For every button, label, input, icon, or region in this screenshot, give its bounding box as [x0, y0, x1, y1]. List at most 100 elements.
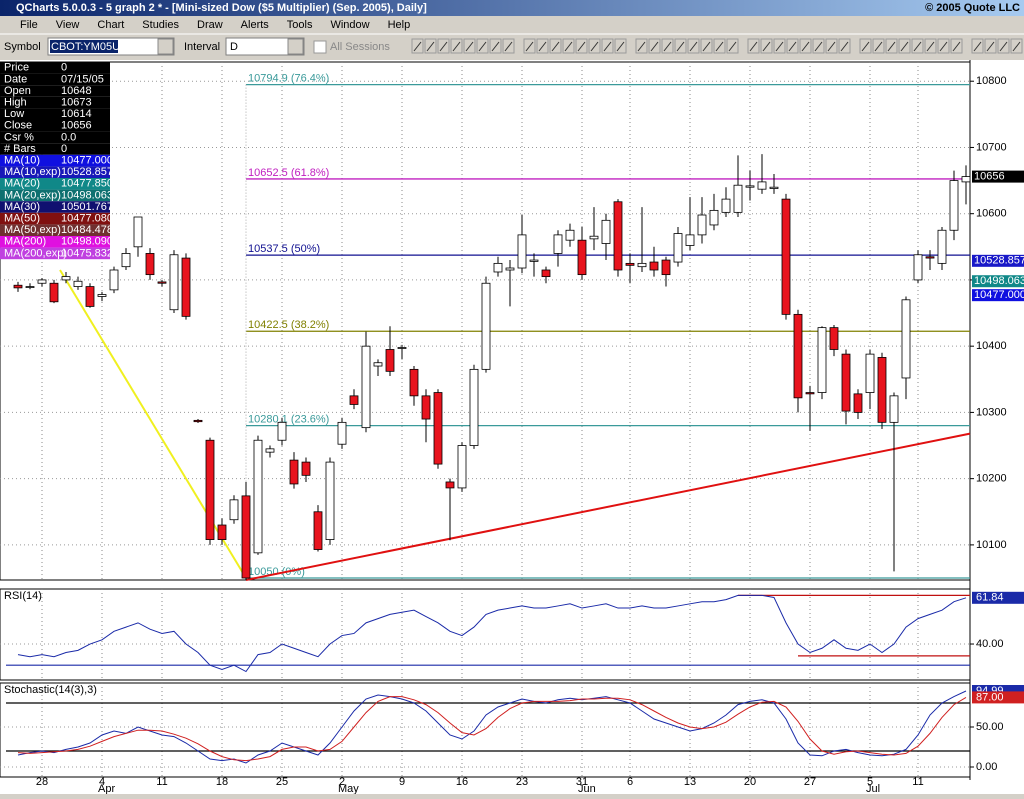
candle-body: [937, 229, 947, 264]
x-tick-label: 11: [912, 776, 923, 788]
x-tick-label: 25: [276, 776, 288, 788]
candle-body: [841, 353, 851, 412]
tool-glyph: [926, 41, 935, 52]
month-label: Apr: [98, 783, 115, 794]
info-value: 10484.478: [61, 224, 113, 236]
candle-body: [337, 421, 347, 445]
candle-body: [13, 284, 23, 289]
menu-item[interactable]: View: [56, 19, 80, 31]
symbol-select: [50, 40, 118, 53]
info-value: 10477.080: [61, 213, 113, 225]
candle-body: [289, 459, 299, 485]
candle-body: [109, 269, 119, 291]
info-row-bg: [0, 178, 110, 190]
candle-body: [865, 353, 875, 393]
candle-body: [385, 349, 395, 372]
y-tick-label: 50.00: [976, 721, 1004, 733]
candle-body: [781, 198, 791, 315]
candle-body: [769, 186, 779, 189]
candle-body: [805, 392, 815, 395]
y-tick-label: 10800: [976, 75, 1007, 87]
candle-body: [169, 254, 179, 311]
candle-body: [301, 461, 311, 476]
info-label: High: [4, 97, 27, 109]
x-tick-label: 13: [684, 776, 696, 788]
candle-body: [373, 362, 383, 367]
tool-glyph: [663, 41, 672, 52]
candle-body: [313, 511, 323, 550]
candle-body: [49, 282, 59, 303]
dropdown-button[interactable]: [157, 38, 174, 55]
tool-glyph: [525, 41, 534, 52]
info-value: 10656: [61, 120, 92, 132]
candle-body: [97, 294, 107, 297]
dropdown-button[interactable]: [287, 38, 304, 55]
info-label: MA(10): [4, 155, 40, 167]
candle-body: [397, 347, 407, 349]
tool-glyph: [827, 41, 836, 52]
y-tick-label: 40.00: [976, 638, 1004, 650]
symbol-label: Symbol: [4, 41, 41, 53]
x-tick-label: 16: [456, 776, 468, 788]
interval-box[interactable]: [225, 37, 305, 56]
menu-item[interactable]: Help: [388, 19, 411, 31]
x-tick-label: 18: [216, 776, 228, 788]
candle-body: [217, 524, 227, 540]
menu-item[interactable]: Draw: [197, 19, 223, 31]
price-label-bg: [972, 289, 1024, 302]
menu-item[interactable]: Studies: [142, 19, 179, 31]
menu-item[interactable]: Chart: [97, 19, 124, 31]
tool-glyph: [762, 41, 771, 52]
info-row-bg: [0, 224, 110, 236]
checkbox[interactable]: [313, 40, 327, 54]
tool-glyph: [788, 41, 797, 52]
tool-glyph: [538, 41, 547, 52]
menu-item[interactable]: File: [20, 19, 38, 31]
candle-body: [133, 216, 143, 248]
menu-item[interactable]: Alerts: [241, 19, 270, 31]
tool-glyph: [801, 41, 810, 52]
value-label-bg: [972, 591, 1024, 604]
candle-body: [481, 282, 491, 370]
series-line: [17, 594, 967, 673]
tool-glyph: [1012, 41, 1021, 52]
tool-glyph: [986, 41, 995, 52]
candle-body: [757, 181, 767, 190]
candle-body: [193, 419, 203, 423]
candle-body: [577, 239, 587, 276]
tool-glyph: [939, 41, 948, 52]
fib-label: 10794.9 (76.4%): [248, 72, 329, 84]
info-label: # Bars: [4, 143, 36, 155]
info-value: 07/15/05: [61, 73, 104, 85]
candle-body: [925, 256, 935, 259]
candle-body: [961, 176, 971, 183]
panel-title: Stochastic(14(3),3): [4, 684, 97, 696]
x-tick-label: 11: [156, 776, 167, 788]
candle-body: [673, 233, 683, 263]
price-label-bg: [972, 275, 1024, 288]
tool-glyph: [861, 41, 870, 52]
candle-body: [901, 299, 911, 379]
candle-body: [913, 254, 923, 281]
tool-glyph: [715, 41, 724, 52]
info-row-bg: [0, 108, 110, 120]
info-label: MA(20): [4, 178, 40, 190]
info-value: 10673: [61, 97, 92, 109]
info-label: Date: [4, 73, 27, 85]
candle-body: [709, 209, 719, 226]
menu-item[interactable]: Tools: [287, 19, 313, 31]
candle-body: [85, 286, 95, 307]
trendline: [59, 269, 247, 579]
candle-body: [529, 259, 539, 262]
info-row-bg: [0, 189, 110, 202]
price-label: 10528.857: [974, 255, 1024, 267]
tool-glyph: [452, 41, 461, 52]
tool-glyph: [676, 41, 685, 52]
candle-body: [949, 180, 959, 231]
candle-body: [601, 219, 611, 244]
menu-item[interactable]: Window: [330, 19, 369, 31]
x-tick-label: 28: [36, 776, 48, 788]
info-row-bg: [0, 120, 110, 132]
tool-glyph: [426, 41, 435, 52]
